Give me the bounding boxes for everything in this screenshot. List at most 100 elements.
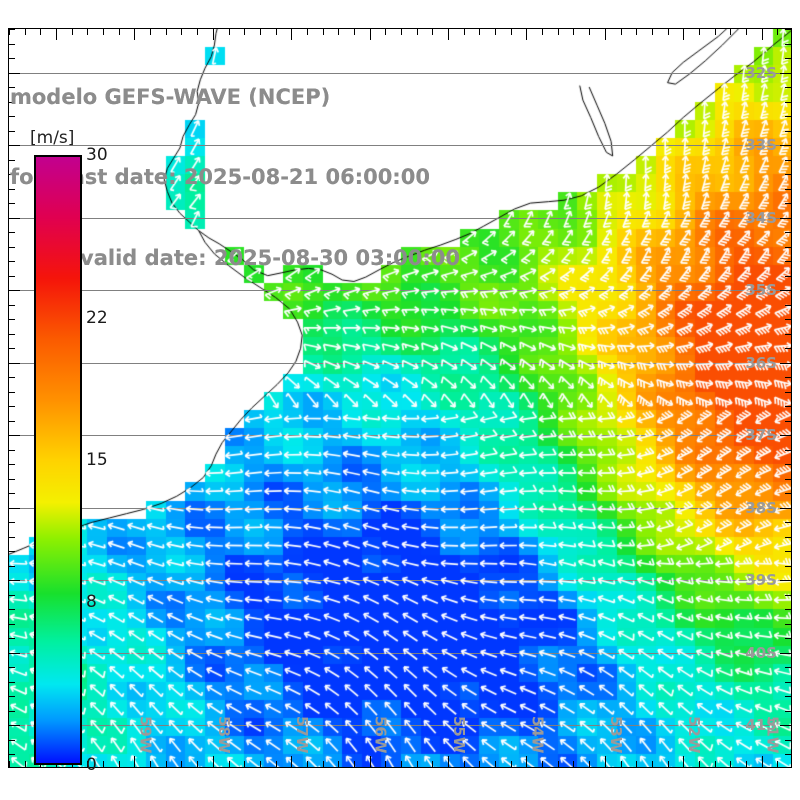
lon-label-54W: 54W xyxy=(528,715,547,753)
tick-bottom xyxy=(25,761,26,767)
tick-right xyxy=(785,595,791,596)
tick-top xyxy=(134,29,135,40)
tick-left xyxy=(9,276,15,277)
tick-left xyxy=(9,131,15,132)
tick-left xyxy=(9,754,15,755)
tick-bottom xyxy=(542,761,543,767)
tick-right xyxy=(785,102,791,103)
tick-top xyxy=(354,29,355,35)
tick-top xyxy=(213,29,214,40)
tick-top xyxy=(605,29,606,40)
tick-left xyxy=(9,725,20,726)
tick-left xyxy=(9,87,15,88)
tick-left xyxy=(9,145,20,146)
tick-left xyxy=(9,218,20,219)
lat-label-32S: 32S xyxy=(745,63,777,82)
lat-label-36S: 36S xyxy=(745,353,777,372)
tick-left xyxy=(9,522,15,523)
tick-bottom xyxy=(385,761,386,767)
tick-bottom xyxy=(276,761,277,767)
lat-label-38S: 38S xyxy=(745,498,777,517)
tick-bottom xyxy=(229,761,230,767)
tick-top xyxy=(432,29,433,35)
tick-top xyxy=(229,29,230,35)
tick-left xyxy=(9,479,15,480)
model-name: modelo GEFS-WAVE (NCEP) xyxy=(10,84,331,109)
tick-top xyxy=(526,29,527,40)
tick-right xyxy=(785,377,791,378)
colorbar-unit: [m/s] xyxy=(30,128,75,148)
tick-bottom xyxy=(9,761,10,767)
tick-right xyxy=(785,450,791,451)
tick-left xyxy=(9,58,15,59)
tick-left xyxy=(9,450,15,451)
tick-top xyxy=(276,29,277,35)
tick-top xyxy=(573,29,574,35)
tick-top xyxy=(589,29,590,35)
tick-bottom xyxy=(699,761,700,767)
tick-top xyxy=(40,29,41,35)
tick-left xyxy=(9,174,15,175)
tick-bottom xyxy=(213,756,214,767)
tick-top xyxy=(730,29,731,35)
tick-right xyxy=(785,421,791,422)
tick-left xyxy=(9,624,15,625)
tick-right xyxy=(785,131,791,132)
tick-bottom xyxy=(103,761,104,767)
tick-right xyxy=(785,682,791,683)
colorbar-tick-30: 30 xyxy=(86,145,108,165)
tick-left xyxy=(9,580,20,581)
tick-bottom xyxy=(119,761,120,767)
tick-top xyxy=(401,29,402,35)
tick-bottom xyxy=(668,761,669,767)
tick-top xyxy=(166,29,167,35)
tick-bottom xyxy=(526,756,527,767)
tick-left xyxy=(9,247,15,248)
tick-top xyxy=(338,29,339,35)
tick-top xyxy=(244,29,245,35)
tick-left xyxy=(9,537,15,538)
tick-bottom xyxy=(636,761,637,767)
lon-label-51W: 51W xyxy=(763,715,782,753)
tick-bottom xyxy=(401,761,402,767)
lat-label-34S: 34S xyxy=(745,208,777,227)
tick-bottom xyxy=(323,761,324,767)
lat-label-33S: 33S xyxy=(745,136,777,155)
tick-top xyxy=(448,29,449,40)
tick-left xyxy=(9,464,15,465)
tick-bottom xyxy=(605,756,606,767)
tick-right xyxy=(780,218,791,219)
tick-right xyxy=(785,174,791,175)
wind-barb-layer xyxy=(9,29,791,767)
tick-left xyxy=(9,682,15,683)
tick-right xyxy=(785,754,791,755)
tick-left xyxy=(9,189,15,190)
plot-frame: 32S33S34S35S36S37S38S39S40S41S60W59W58W5… xyxy=(8,28,792,768)
tick-right xyxy=(785,276,791,277)
tick-bottom xyxy=(307,761,308,767)
tick-top xyxy=(777,29,778,35)
tick-left xyxy=(9,305,15,306)
figure-title: modelo GEFS-WAVE (NCEP) forecast date: 2… xyxy=(10,30,530,326)
tick-top xyxy=(385,29,386,35)
tick-top xyxy=(668,29,669,35)
tick-top xyxy=(370,29,371,40)
colorbar-tick-0: 0 xyxy=(86,755,97,775)
tick-top xyxy=(542,29,543,35)
tick-right xyxy=(785,189,791,190)
tick-bottom xyxy=(683,756,684,767)
tick-top xyxy=(56,29,57,40)
tick-top xyxy=(621,29,622,35)
tick-right xyxy=(785,493,791,494)
tick-left xyxy=(9,595,15,596)
tick-bottom xyxy=(495,761,496,767)
tick-top xyxy=(699,29,700,35)
tick-bottom xyxy=(166,761,167,767)
lon-label-58W: 58W xyxy=(214,715,233,753)
tick-right xyxy=(785,334,791,335)
tick-bottom xyxy=(777,761,778,767)
tick-right xyxy=(785,247,791,248)
tick-left xyxy=(9,667,15,668)
tick-top xyxy=(652,29,653,35)
tick-top xyxy=(181,29,182,35)
